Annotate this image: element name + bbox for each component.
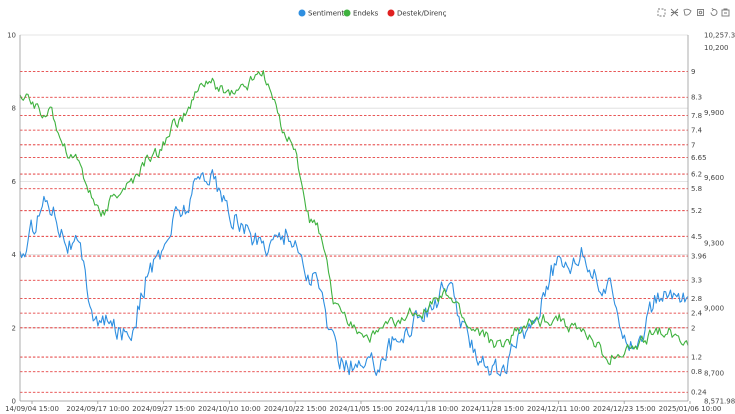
right-tick-label: 9,900 xyxy=(704,109,724,117)
legend-item-endeks[interactable]: Endeks xyxy=(343,9,379,18)
legend-label: Endeks xyxy=(353,10,379,18)
support-resistance-label: 0.8 xyxy=(691,368,702,376)
support-resistance-label: 8.3 xyxy=(691,94,702,102)
support-resistance-label: 1.2 xyxy=(691,354,702,362)
support-resistance-label: 2 xyxy=(691,324,695,332)
right-tick-label: 8,700 xyxy=(704,370,724,378)
legend-label: Destek/Direnç xyxy=(397,10,447,18)
zoom-icon[interactable] xyxy=(657,8,666,17)
support-resistance-lines: 9 8.3 7.8 7.4 7 6.65 6.2 5.8 5.2 4.5 3.96 3.3 2.8 2.4… xyxy=(20,68,707,397)
legend-item-sentiment[interactable]: Sentiment xyxy=(298,9,345,18)
support-resistance-label: 2.4 xyxy=(691,310,703,318)
x-tick-label: 2024/11/28 15:00 xyxy=(461,405,524,413)
x-tick-label: 2024/12/23 15:00 xyxy=(593,405,656,413)
support-resistance-label: 6.2 xyxy=(691,171,702,179)
restore-icon[interactable] xyxy=(710,7,718,16)
support-resistance-label: 6.65 xyxy=(691,154,707,162)
support-resistance-label: 7.8 xyxy=(691,112,702,120)
left-tick-label: 0 xyxy=(12,398,16,406)
legend-marker xyxy=(298,9,306,17)
legend-label: Sentiment xyxy=(308,10,344,18)
support-resistance-label: 5.8 xyxy=(691,185,702,193)
left-axis-grid xyxy=(20,34,688,402)
series-line-sentiment xyxy=(19,169,689,377)
support-resistance-label: 3.3 xyxy=(691,277,702,285)
left-axis: 10 8 6 4 2 0 xyxy=(7,32,21,406)
x-tick-label: 2024/12/11 10:00 xyxy=(527,405,590,413)
left-tick-label: 10 xyxy=(7,32,16,40)
support-resistance-label: 7.4 xyxy=(691,127,703,135)
right-tick-label: 9,600 xyxy=(704,174,724,182)
right-tick-label: 9,000 xyxy=(704,305,724,313)
right-tick-label: 10,200 xyxy=(704,44,729,52)
x-tick-label: 2024/10/22 15:00 xyxy=(264,405,327,413)
series-layer xyxy=(19,70,689,377)
left-tick-label: 8 xyxy=(12,105,16,113)
support-resistance-label: 9 xyxy=(691,68,695,76)
legend: Sentiment Endeks Destek/Direnç xyxy=(298,9,447,18)
right-tick-label: 10,257.3 xyxy=(704,32,735,40)
save-image-icon[interactable] xyxy=(721,8,730,17)
support-resistance-label: 4.5 xyxy=(691,233,702,241)
x-tick-label: 2024/09/17 10:00 xyxy=(66,405,129,413)
x-tick-label: 2024/10/10 10:00 xyxy=(198,405,261,413)
x-tick-label: 2025/01/06 10:00 xyxy=(659,405,722,413)
support-resistance-label: 7 xyxy=(691,141,695,149)
legend-item-destek-diren-[interactable]: Destek/Direnç xyxy=(387,9,447,18)
right-tick-label: 8,571.98 xyxy=(704,398,735,406)
support-resistance-label: 5.2 xyxy=(691,207,702,215)
left-tick-label: 4 xyxy=(12,251,17,259)
lasso-select-icon[interactable] xyxy=(683,8,692,16)
zoom-reset-icon[interactable] xyxy=(670,8,679,17)
support-resistance-label: 2.8 xyxy=(691,295,702,303)
chart-toolbox xyxy=(657,7,730,17)
rect-select-icon[interactable] xyxy=(697,9,704,16)
x-tick-label: 2024/11/18 10:00 xyxy=(395,405,458,413)
series-line-endeks xyxy=(19,70,689,366)
x-tick-label: 2024/09/27 15:00 xyxy=(132,405,195,413)
x-axis: 14/09/04 15:00 2024/09/17 10:00 2024/09/27… xyxy=(5,400,722,413)
support-resistance-label: 3.96 xyxy=(691,253,707,261)
support-resistance-label: 0.24 xyxy=(691,389,707,397)
legend-marker xyxy=(387,9,395,17)
x-tick-label: 14/09/04 15:00 xyxy=(5,405,59,413)
left-tick-label: 6 xyxy=(12,178,17,186)
legend-marker xyxy=(343,9,351,17)
left-tick-label: 2 xyxy=(12,324,16,332)
right-axis: 10,257.3 10,200 9,900 9,600 9,300 9,000 8,700 8… xyxy=(687,32,735,406)
x-tick-label: 2024/11/05 15:00 xyxy=(330,405,393,413)
right-tick-label: 9,300 xyxy=(704,239,724,247)
